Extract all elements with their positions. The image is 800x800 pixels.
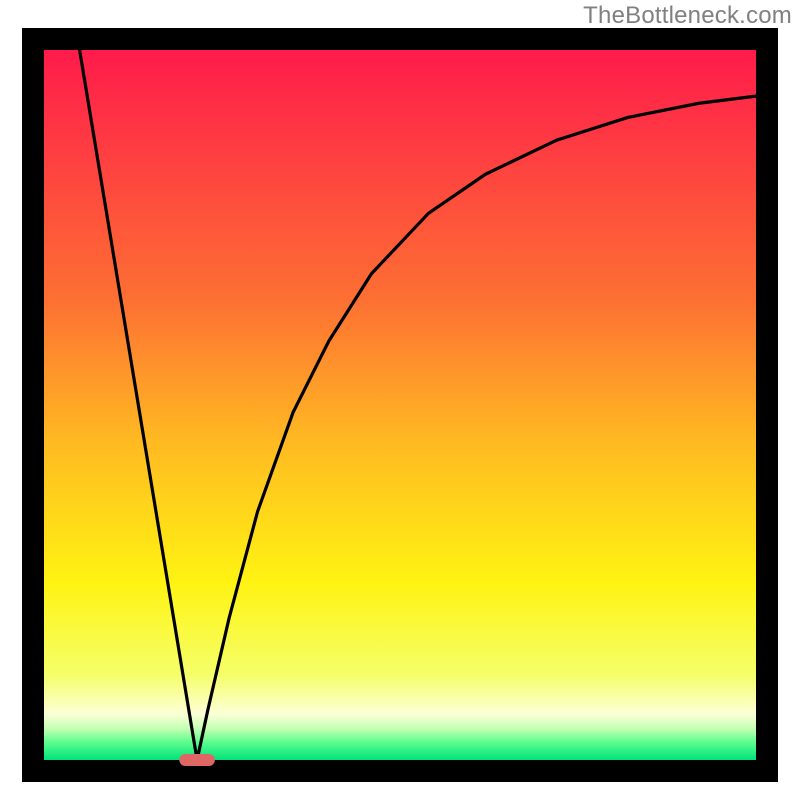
min-marker [179,754,215,766]
plot-frame [22,28,778,782]
chart-root: TheBottleneck.com [0,0,800,800]
plot-svg [22,28,778,782]
watermark-text: TheBottleneck.com [583,2,792,30]
gradient-background [44,50,756,760]
